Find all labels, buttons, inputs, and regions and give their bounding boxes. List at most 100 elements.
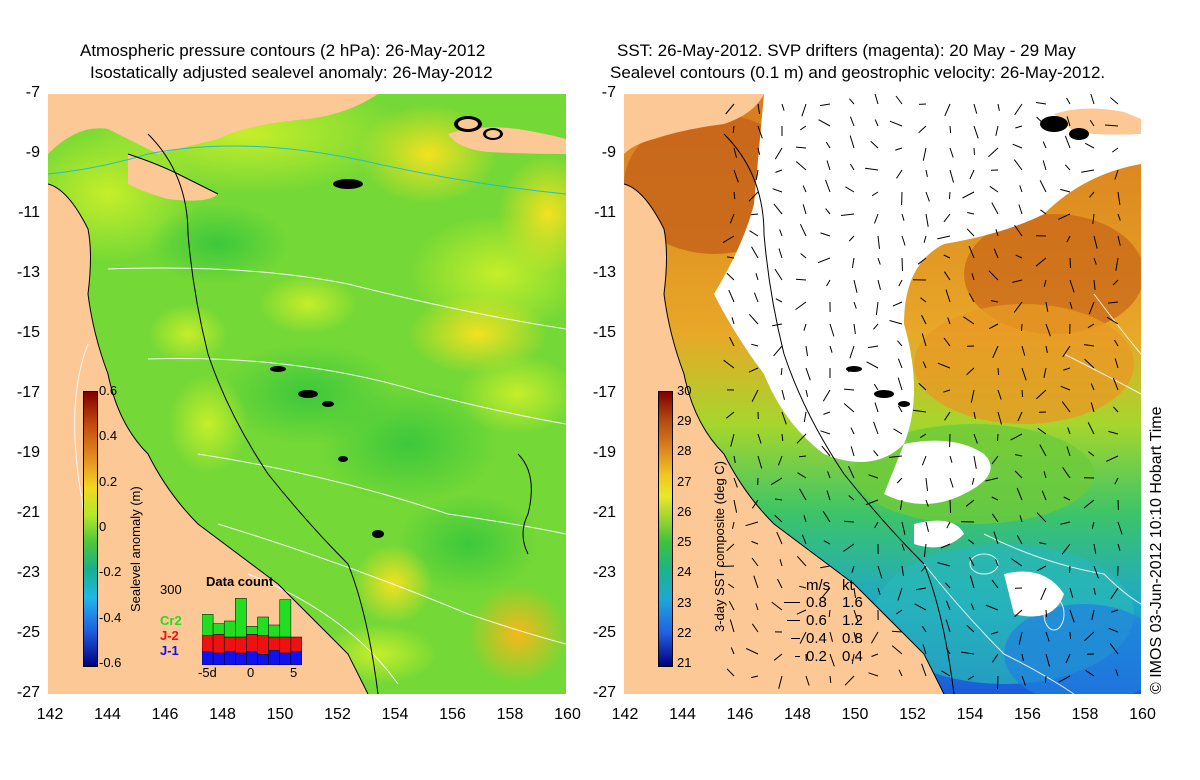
velocity-arrow	[725, 103, 735, 115]
velocity-arrow	[795, 278, 807, 281]
velocity-arrow	[771, 601, 783, 611]
velocity-arrow	[1069, 257, 1071, 269]
velocity-arrow	[918, 382, 927, 391]
velocity-arrow	[968, 292, 975, 303]
legend-arrow-icon	[795, 656, 800, 657]
lon-tick: 146	[726, 706, 754, 723]
velocity-arrow	[1087, 323, 1095, 329]
velocity-arrow	[1117, 521, 1123, 535]
velocity-arrow	[1114, 477, 1119, 485]
velocity-arrow	[1105, 455, 1119, 462]
velocity-arrow	[733, 477, 738, 488]
data-count-bar-j1	[202, 651, 214, 665]
velocity-arrow	[772, 323, 783, 327]
velocity-arrow	[773, 203, 783, 215]
velocity-arrow	[1083, 499, 1095, 509]
series-label-cr2: Cr2	[160, 613, 182, 628]
velocity-arrow	[757, 433, 762, 444]
velocity-arrow	[822, 510, 831, 523]
velocity-arrow	[1065, 653, 1071, 664]
velocity-arrow	[1066, 97, 1071, 105]
velocity-arrow	[877, 587, 881, 595]
velocity-arrow	[993, 248, 999, 259]
velocity-arrow	[795, 301, 807, 311]
velocity-arrow	[1093, 279, 1096, 290]
velocity-arrow	[897, 340, 903, 347]
velocity-arrow	[1108, 301, 1119, 304]
velocity-arrow	[1035, 257, 1047, 267]
velocity-arrow	[1021, 367, 1027, 381]
velocity-arrow	[995, 125, 999, 136]
velocity-arrow	[730, 647, 735, 655]
data-count-bar-j1	[279, 652, 292, 665]
data-count-ymax: 300	[160, 582, 182, 597]
velocity-arrow	[849, 116, 855, 127]
left-colorbar	[83, 391, 98, 667]
velocity-arrow	[1045, 301, 1049, 312]
velocity-arrow	[901, 235, 906, 246]
velocity-arrow	[1117, 543, 1121, 551]
velocity-arrow	[897, 587, 903, 601]
colorbar-tick: 28	[677, 443, 692, 459]
data-count-bar-j2	[279, 636, 292, 654]
right-map-sst[interactable]	[624, 94, 1141, 694]
velocity-arrow	[1045, 323, 1051, 337]
data-count-bar-cr2	[235, 598, 247, 638]
velocity-arrow	[803, 411, 807, 422]
velocity-arrow	[921, 333, 927, 347]
velocity-arrow	[896, 609, 903, 615]
lat-tick: -7	[25, 84, 40, 101]
velocity-arrow	[781, 433, 784, 442]
velocity-arrow	[898, 279, 903, 287]
lon-tick: 148	[784, 706, 811, 723]
lon-tick: 152	[899, 706, 926, 723]
lat-tick: -11	[594, 204, 616, 221]
lon-tick: 148	[209, 706, 236, 723]
velocity-arrow	[820, 232, 831, 237]
velocity-arrow	[1112, 377, 1119, 391]
velocity-arrow	[1043, 367, 1047, 378]
velocity-arrow	[799, 488, 807, 501]
velocity-arrow	[868, 345, 879, 349]
data-count-bar-j1	[268, 650, 281, 665]
velocity-arrow	[820, 103, 831, 107]
velocity-arrow	[991, 496, 999, 501]
legend-ms-value: 0.8	[806, 594, 827, 611]
velocity-arrow	[973, 455, 977, 469]
velocity-arrow	[853, 279, 858, 293]
velocity-arrow	[925, 169, 928, 177]
velocity-arrow	[732, 125, 735, 134]
data-count-bar-cr2	[279, 599, 292, 638]
velocity-arrow	[1036, 102, 1047, 105]
velocity-arrow	[877, 565, 883, 579]
velocity-arrow	[751, 343, 759, 347]
velocity-arrow	[777, 455, 783, 466]
velocity-arrow	[1045, 631, 1050, 642]
series-label-j1: J-1	[160, 643, 179, 658]
lat-tick: -13	[16, 264, 40, 281]
velocity-arrow	[948, 191, 951, 200]
velocity-arrow	[988, 147, 999, 158]
data-count-inset: Data count 300 Cr2 J-2 J-1 -5d 0 5	[150, 570, 310, 680]
velocity-arrow	[1089, 119, 1095, 127]
right-colorbar-label: 3-day SST composite (deg C)	[712, 461, 727, 632]
velocity-arrow	[1115, 669, 1119, 677]
velocity-arrow	[943, 389, 951, 393]
data-count-bar-j2	[268, 636, 281, 651]
velocity-arrow	[1063, 367, 1071, 371]
velocity-arrow	[829, 675, 832, 684]
velocity-arrow	[1012, 143, 1023, 149]
velocity-arrow	[991, 202, 999, 215]
velocity-arrow	[897, 377, 903, 391]
velocity-arrow	[821, 445, 831, 457]
data-count-bar-j2	[212, 634, 225, 654]
velocity-arrow	[845, 186, 855, 193]
velocity-arrow	[1060, 385, 1071, 391]
velocity-arrow	[829, 345, 833, 353]
colorbar-tick: -0.4	[99, 609, 122, 625]
velocity-arrow	[945, 582, 951, 589]
velocity-arrow	[997, 433, 999, 442]
velocity-arrow	[921, 663, 927, 677]
left-map-sealevel-anomaly[interactable]	[48, 94, 566, 694]
velocity-arrow	[1062, 345, 1071, 358]
